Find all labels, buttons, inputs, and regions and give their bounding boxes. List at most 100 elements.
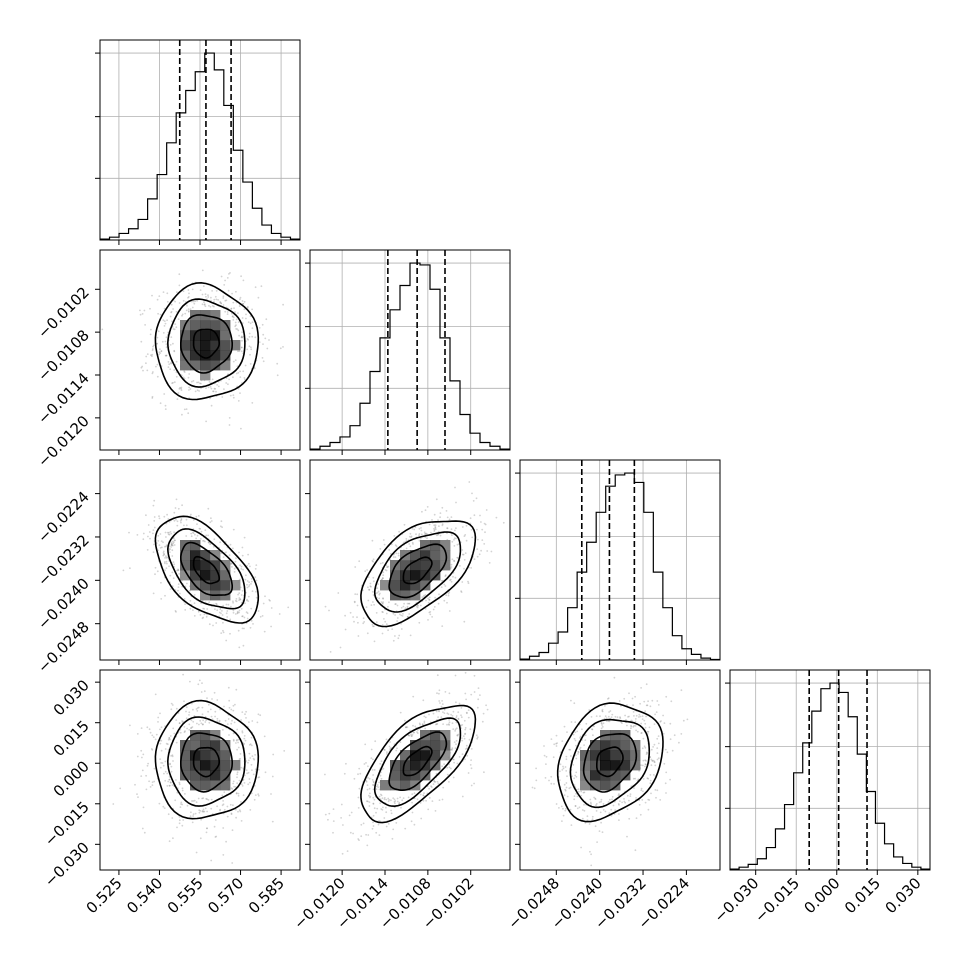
scatter-point [264, 771, 267, 774]
scatter-point [647, 700, 649, 703]
scatter-point [630, 724, 632, 727]
scatter-point [246, 338, 249, 340]
scatter-point [151, 784, 154, 786]
scatter-point [260, 285, 263, 288]
scatter-point [222, 556, 225, 558]
scatter-point [261, 615, 264, 617]
scatter-point [148, 728, 151, 731]
density-grid [180, 730, 241, 791]
scatter-point [605, 720, 608, 722]
scatter-point [473, 674, 476, 677]
scatter-point [237, 629, 240, 632]
scatter-point [579, 746, 582, 749]
scatter-point [166, 556, 169, 559]
scatter-point [199, 538, 202, 540]
scatter-point [175, 326, 178, 329]
scatter-point [653, 761, 656, 764]
scatter-point [467, 709, 470, 711]
scatter-point [385, 825, 388, 828]
scatter-point [190, 513, 192, 516]
scatter-point [151, 355, 153, 358]
scatter-point [245, 313, 247, 316]
scatter-point [645, 751, 648, 754]
scatter-point [170, 543, 173, 546]
scatter-point [186, 304, 188, 307]
scatter-point [457, 717, 460, 720]
scatter-point [170, 310, 173, 313]
scatter-point [411, 527, 414, 530]
scatter-point [254, 754, 256, 756]
scatter-point [670, 700, 673, 703]
scatter-point [443, 708, 446, 711]
scatter-point [402, 613, 404, 615]
scatter-point [247, 338, 250, 341]
scatter-point [209, 386, 212, 388]
scatter-point [202, 607, 205, 610]
scatter-point [430, 785, 432, 788]
scatter-point [241, 731, 244, 734]
scatter-point [177, 589, 179, 592]
scatter-point [385, 612, 388, 615]
scatter-point [588, 823, 591, 825]
scatter-point [149, 333, 152, 336]
scatter-point [162, 319, 165, 322]
scatter-point [247, 562, 250, 565]
scatter-point [435, 723, 437, 726]
scatter-point [390, 812, 393, 815]
scatter-point [218, 719, 221, 722]
scatter-point [424, 608, 427, 610]
scatter-point [233, 307, 235, 309]
scatter-point [451, 714, 454, 717]
scatter-point [166, 562, 168, 565]
scatter-point [545, 755, 548, 758]
scatter-point [414, 725, 417, 728]
scatter-point [373, 781, 375, 784]
scatter-point [217, 299, 220, 301]
scatter-point [450, 566, 453, 568]
density-cell [430, 570, 441, 581]
scatter-point [189, 815, 192, 818]
scatter-point [235, 816, 238, 819]
scatter-point [232, 611, 235, 614]
scatter-point [420, 533, 423, 536]
scatter-point [207, 296, 210, 298]
scatter-point [450, 528, 453, 531]
scatter-point [406, 616, 409, 618]
scatter-point [669, 722, 672, 725]
scatter-point [451, 540, 454, 543]
scatter-point [407, 734, 410, 737]
scatter-point [632, 704, 634, 707]
scatter-point [264, 337, 267, 340]
scatter-point [407, 796, 410, 799]
scatter-point [378, 593, 381, 596]
scatter-point [371, 539, 374, 542]
scatter-point [634, 725, 637, 727]
scatter-point [371, 827, 374, 830]
scatter-point [246, 348, 249, 351]
scatter-point [665, 771, 668, 774]
scatter-point [235, 328, 238, 330]
scatter-point [550, 775, 553, 778]
scatter-point [246, 564, 249, 567]
scatter-point [221, 610, 223, 612]
scatter-point [451, 722, 454, 725]
density-cell [190, 770, 201, 781]
density-cell [180, 340, 191, 351]
x-tick-label: 0.585 [245, 874, 288, 917]
scatter-point [573, 777, 576, 780]
scatter-point [151, 294, 153, 297]
scatter-point [455, 739, 458, 742]
scatter-point [476, 737, 479, 740]
scatter-point [640, 789, 643, 792]
scatter-point [231, 719, 233, 722]
scatter-point [230, 308, 233, 310]
scatter-point [251, 321, 254, 323]
scatter-point [146, 353, 149, 355]
scatter-point [173, 381, 176, 384]
scatter-point [379, 793, 382, 796]
scatter-point [169, 781, 172, 784]
scatter-point [199, 528, 202, 530]
scatter-point [173, 544, 176, 546]
scatter-point [409, 532, 412, 535]
scatter-point [165, 544, 168, 547]
